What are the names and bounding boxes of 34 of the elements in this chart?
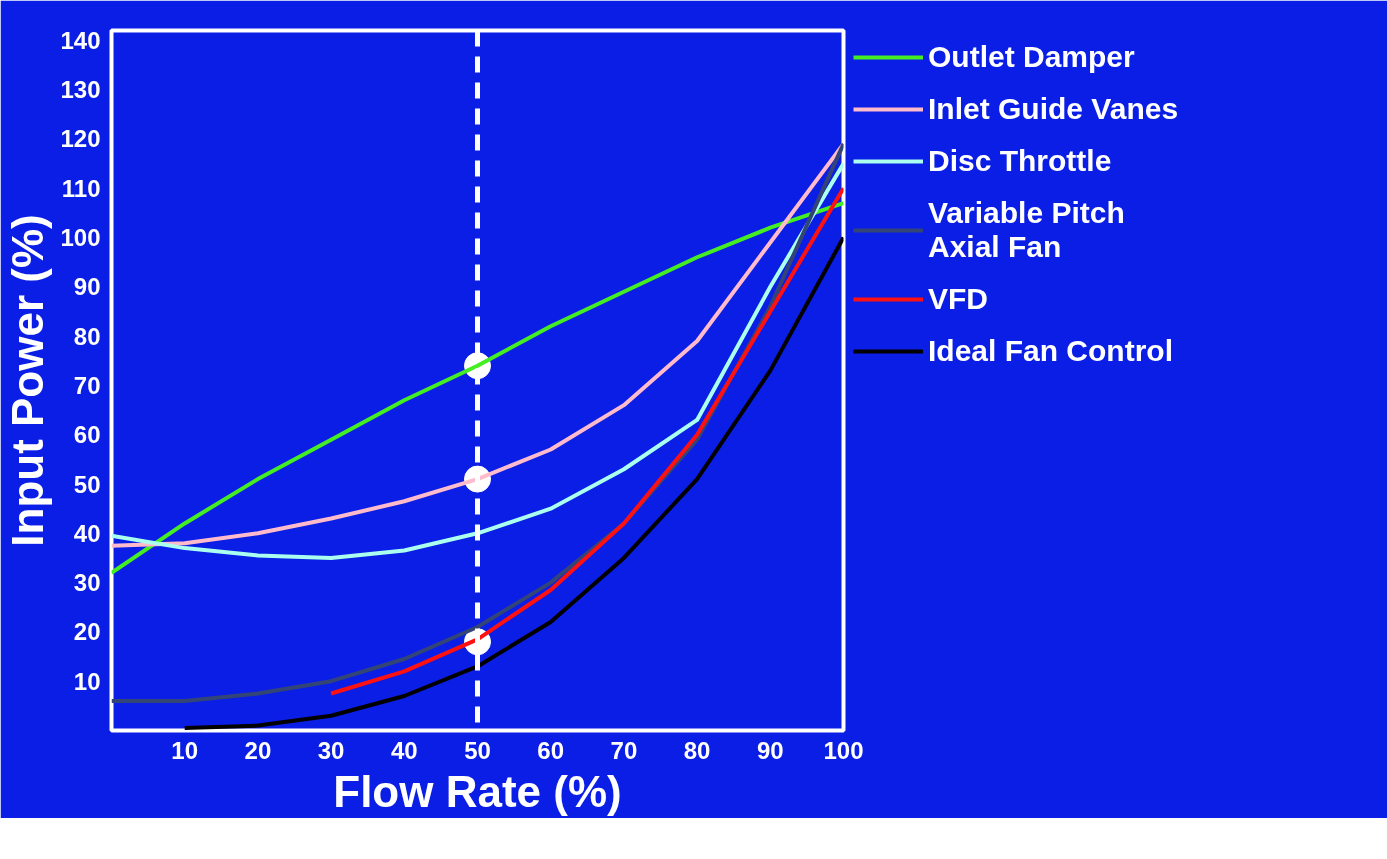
legend-label: Variable Pitch Axial Fan [928, 196, 1125, 264]
legend-label: Ideal Fan Control [928, 334, 1174, 368]
y-tick-label: 120 [60, 125, 101, 153]
x-tick-label: 60 [537, 736, 565, 764]
line-series [329, 186, 844, 696]
y-tick-label: 50 [73, 470, 101, 498]
y-tick-label: 70 [73, 371, 101, 399]
y-tick-label: 60 [73, 421, 101, 449]
x-tick-label: 20 [244, 736, 272, 764]
y-tick-label: 80 [73, 322, 101, 350]
y-tick-label: 30 [73, 569, 101, 597]
y-tick-label: 40 [73, 519, 101, 547]
x-tick-label: 90 [756, 736, 784, 764]
x-tick-label: 70 [610, 736, 638, 764]
y-tick-label: 20 [73, 618, 101, 646]
x-tick-label: 80 [683, 736, 711, 764]
y-tick-label: 130 [60, 76, 101, 104]
legend-label: VFD [928, 282, 988, 316]
legend-label: Disc Throttle [928, 144, 1112, 178]
x-tick-label: 100 [823, 736, 864, 764]
y-tick-label: 90 [73, 273, 101, 301]
legend-label: Inlet Guide Vanes [928, 92, 1179, 126]
legend-label: Outlet Damper [928, 40, 1135, 74]
y-tick-label: 10 [73, 667, 101, 695]
x-tick-label: 40 [390, 736, 418, 764]
x-tick-label: 50 [464, 736, 491, 764]
y-tick-label: 140 [60, 26, 101, 54]
y-tick-label: 100 [60, 224, 101, 252]
x-axis-title: Flow Rate (%) [333, 766, 622, 816]
y-axis-title: Input Power (%) [3, 214, 53, 547]
x-tick-label: 30 [317, 736, 345, 764]
x-tick-label: 10 [171, 736, 199, 764]
y-tick-label: 110 [61, 174, 101, 202]
line-series [182, 235, 844, 731]
